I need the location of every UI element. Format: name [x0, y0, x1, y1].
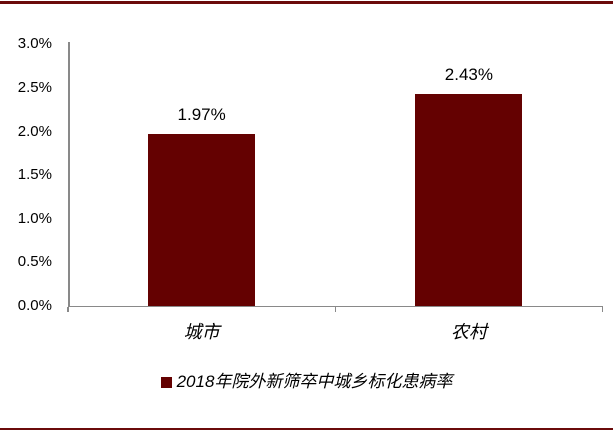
legend-label: 2018年院外新筛卒中城乡标化患病率 — [176, 372, 453, 391]
chart-bar — [415, 94, 523, 306]
chart-bar — [148, 134, 256, 306]
legend: 2018年院外新筛卒中城乡标化患病率 — [0, 370, 613, 394]
x-axis-tick — [334, 307, 336, 312]
bottom-border-rule — [0, 427, 613, 430]
bar-value-label: 2.43% — [444, 65, 493, 85]
x-axis-category-label: 城市 — [183, 322, 220, 342]
legend-marker-swatch — [160, 376, 172, 388]
x-axis-category-label: 农村 — [450, 322, 487, 342]
x-axis-tick — [67, 307, 69, 312]
y-axis-tick-label: 1.0% — [17, 209, 52, 227]
y-axis-tick-label: 0.5% — [17, 253, 52, 271]
y-axis-tick-label: 2.5% — [17, 79, 52, 96]
y-axis-tick-label: 3.0% — [17, 35, 52, 53]
bar-value-label: 1.97% — [177, 105, 226, 125]
y-axis-tick-label: 2.0% — [17, 122, 52, 140]
x-axis-line — [68, 305, 603, 307]
x-axis-tick — [601, 307, 604, 312]
top-border-rule — [0, 1, 613, 4]
y-axis-tick-label: 0.0% — [17, 297, 52, 314]
y-axis-line — [68, 42, 70, 306]
y-axis-tick-label: 1.5% — [17, 166, 52, 184]
